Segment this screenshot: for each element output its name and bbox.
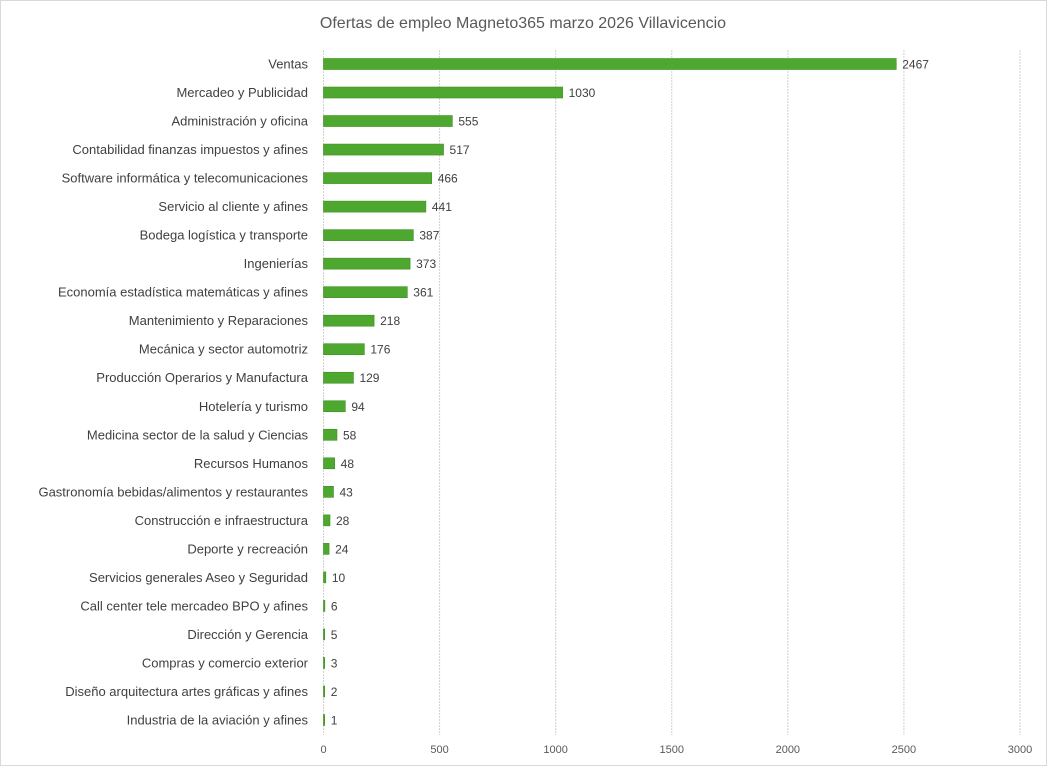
data-label: 94: [351, 400, 365, 414]
bar: [323, 657, 326, 669]
data-label: 555: [458, 115, 478, 129]
category-label: Servicio al cliente y afines: [158, 199, 308, 214]
category-label: Mecánica y sector automotriz: [139, 342, 308, 357]
bar: [323, 143, 444, 156]
data-label: 28: [336, 514, 350, 528]
chart-title: Ofertas de empleo Magneto365 marzo 2026 …: [320, 15, 726, 32]
bar: [323, 628, 326, 641]
category-label: Compras y comercio exterior: [142, 655, 309, 670]
data-label: 517: [450, 143, 470, 157]
bar: [323, 286, 408, 298]
data-label: 129: [359, 371, 379, 385]
category-label: Hotelería y turismo: [199, 399, 308, 414]
category-label: Ingenierías: [244, 256, 309, 271]
bar: [323, 400, 346, 413]
bar: [323, 543, 330, 555]
data-label: 441: [432, 200, 452, 214]
category-label: Medicina sector de la salud y Ciencias: [87, 427, 309, 442]
bar: [323, 685, 326, 698]
x-tick-label: 1500: [660, 744, 684, 756]
bar: [323, 257, 411, 270]
bar: [323, 714, 326, 726]
category-label: Dirección y Gerencia: [187, 627, 308, 642]
category-label: Software informática y telecomunicacione…: [62, 171, 309, 186]
x-tick-label: 1000: [543, 744, 567, 756]
category-label: Deporte y recreación: [187, 541, 308, 556]
category-label: Industria de la aviación y afines: [127, 713, 309, 728]
data-label: 1: [331, 714, 338, 728]
data-label: 58: [343, 428, 357, 442]
data-label: 43: [339, 485, 353, 499]
data-label: 2: [331, 685, 338, 699]
x-tick-label: 500: [430, 744, 448, 756]
bar: [323, 371, 354, 384]
category-label: Producción Operarios y Manufactura: [96, 370, 308, 385]
bar: [323, 457, 335, 470]
x-tick-label: 3000: [1008, 744, 1032, 756]
data-label: 1030: [569, 86, 596, 100]
bar: [323, 58, 897, 70]
category-label: Servicios generales Aseo y Seguridad: [89, 570, 308, 585]
bar: [323, 600, 326, 612]
data-label: 3: [331, 656, 338, 670]
data-label: 2467: [902, 58, 929, 72]
data-label: 5: [331, 628, 338, 642]
bar: [323, 86, 563, 99]
x-tick-label: 0: [320, 744, 326, 756]
category-label: Contabilidad finanzas impuestos y afines: [72, 142, 308, 157]
data-label: 218: [380, 314, 400, 328]
data-label: 387: [419, 229, 439, 243]
data-label: 176: [370, 343, 390, 357]
category-label: Recursos Humanos: [194, 456, 309, 471]
data-label: 10: [332, 571, 346, 585]
x-tick-label: 2500: [892, 744, 916, 756]
bar: [323, 115, 453, 127]
bar: [323, 428, 338, 441]
category-label: Construcción e infraestructura: [135, 513, 309, 528]
bar: [323, 229, 414, 241]
data-label: 48: [341, 457, 355, 471]
category-label: Call center tele mercadeo BPO y afines: [80, 598, 308, 613]
category-label: Diseño arquitectura artes gráficas y afi…: [65, 684, 308, 699]
bar: [323, 486, 334, 498]
bar: [323, 571, 327, 584]
data-label: 466: [438, 172, 458, 186]
data-label: 6: [331, 599, 338, 613]
bar: [323, 200, 427, 213]
category-label: Ventas: [268, 57, 308, 72]
category-label: Economía estadística matemáticas y afine…: [58, 285, 309, 300]
bar: [323, 314, 375, 327]
data-label: 361: [413, 286, 433, 300]
category-label: Administración y oficina: [171, 114, 308, 129]
bar: [323, 172, 432, 184]
category-label: Mercadeo y Publicidad: [176, 85, 308, 100]
category-label: Bodega logística y transporte: [140, 228, 308, 243]
data-label: 24: [335, 542, 349, 556]
x-tick-label: 2000: [776, 744, 800, 756]
bar: [323, 514, 331, 527]
data-label: 373: [416, 257, 436, 271]
bar: [323, 343, 365, 356]
category-label: Gastronomía bebidas/alimentos y restaura…: [38, 484, 308, 499]
category-label: Mantenimiento y Reparaciones: [129, 313, 309, 328]
